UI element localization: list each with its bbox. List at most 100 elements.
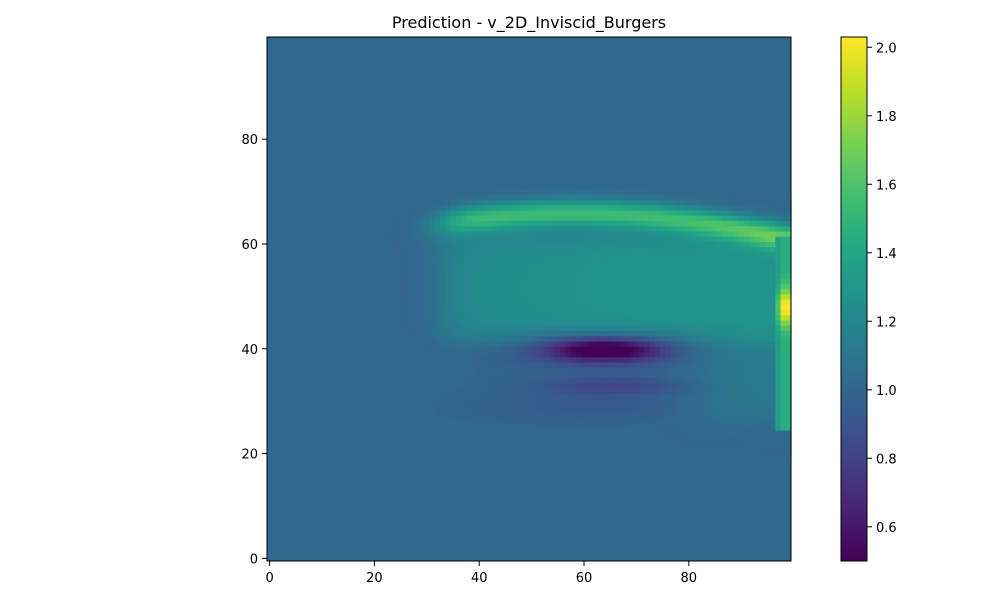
heatmap-cell bbox=[481, 272, 488, 279]
heatmap-cell bbox=[413, 241, 420, 248]
heatmap-cell bbox=[445, 204, 451, 211]
heatmap-cell bbox=[403, 288, 410, 295]
heatmap-cell bbox=[738, 372, 745, 379]
heatmap-cell bbox=[602, 293, 609, 300]
heatmap-cell bbox=[502, 262, 509, 269]
heatmap-cell bbox=[728, 403, 734, 410]
heatmap-cell bbox=[481, 409, 488, 415]
heatmap-cell bbox=[602, 424, 609, 431]
heatmap-cell bbox=[775, 267, 782, 274]
heatmap-cell bbox=[618, 283, 624, 290]
heatmap-cell bbox=[549, 220, 556, 227]
heatmap-cell bbox=[560, 340, 567, 347]
heatmap-cell bbox=[722, 403, 729, 410]
heatmap-cell bbox=[749, 372, 755, 379]
heatmap-cell bbox=[728, 398, 734, 405]
heatmap-cell bbox=[439, 257, 446, 263]
heatmap-cell bbox=[612, 183, 619, 190]
heatmap-cell bbox=[581, 246, 588, 253]
heatmap-cell bbox=[644, 351, 651, 358]
heatmap-cell bbox=[471, 361, 478, 368]
heatmap-cell bbox=[618, 340, 624, 347]
heatmap-cell bbox=[555, 409, 562, 415]
heatmap-cell bbox=[623, 188, 630, 195]
heatmap-cell bbox=[466, 377, 472, 384]
heatmap-cell bbox=[549, 257, 556, 263]
heatmap-cell bbox=[780, 372, 787, 379]
heatmap-cell bbox=[549, 251, 556, 258]
heatmap-cell bbox=[696, 361, 703, 368]
heatmap-cell bbox=[759, 398, 766, 405]
heatmap-cell bbox=[544, 199, 551, 206]
heatmap-cell bbox=[418, 262, 425, 269]
heatmap-cell bbox=[455, 204, 462, 211]
heatmap-cell bbox=[502, 236, 509, 242]
heatmap-cell bbox=[785, 204, 792, 211]
heatmap-cell bbox=[712, 361, 719, 368]
heatmap-cell bbox=[497, 304, 504, 311]
heatmap-cell bbox=[712, 204, 719, 211]
heatmap-cell bbox=[665, 367, 672, 373]
heatmap-cell bbox=[728, 283, 734, 290]
heatmap-cell bbox=[544, 388, 551, 394]
heatmap-cell bbox=[471, 398, 478, 405]
heatmap-cell bbox=[607, 215, 614, 221]
heatmap-cell bbox=[612, 309, 619, 316]
heatmap-cell bbox=[644, 230, 651, 237]
heatmap-cell bbox=[602, 251, 609, 258]
heatmap-cell bbox=[754, 372, 761, 379]
heatmap-cell bbox=[529, 225, 535, 232]
heatmap-cell bbox=[497, 230, 504, 237]
heatmap-cell bbox=[508, 251, 514, 258]
y-tick-label: 40 bbox=[241, 343, 258, 358]
heatmap-cell bbox=[712, 293, 719, 300]
heatmap-cell bbox=[466, 409, 472, 415]
heatmap-cell bbox=[544, 367, 551, 373]
heatmap-cell bbox=[701, 251, 708, 258]
heatmap-cell bbox=[660, 288, 666, 295]
heatmap-cell bbox=[429, 293, 436, 300]
heatmap-cell bbox=[497, 220, 504, 227]
heatmap-cell bbox=[445, 351, 451, 358]
heatmap-cell bbox=[633, 204, 640, 211]
heatmap-cell bbox=[544, 188, 551, 195]
heatmap-cell bbox=[555, 314, 562, 321]
heatmap-cell bbox=[680, 251, 687, 258]
heatmap-cell bbox=[696, 382, 703, 389]
heatmap-cell bbox=[701, 440, 708, 447]
heatmap-cell bbox=[639, 241, 645, 248]
heatmap-cell bbox=[660, 340, 666, 347]
heatmap-cell bbox=[529, 299, 535, 305]
heatmap-cell bbox=[439, 330, 446, 337]
heatmap-cell bbox=[738, 335, 745, 342]
heatmap-cell bbox=[628, 361, 635, 368]
heatmap-cell bbox=[712, 309, 719, 316]
heatmap-cell bbox=[555, 230, 562, 237]
heatmap-cell bbox=[618, 257, 624, 263]
heatmap-cell bbox=[675, 414, 682, 421]
heatmap-cell bbox=[785, 388, 792, 394]
heatmap-cell bbox=[607, 388, 614, 394]
heatmap-cell bbox=[560, 314, 567, 321]
heatmap-cell bbox=[466, 272, 472, 279]
heatmap-cell bbox=[534, 199, 541, 206]
heatmap-cell bbox=[618, 236, 624, 242]
heatmap-cell bbox=[597, 403, 603, 410]
heatmap-cell bbox=[492, 367, 499, 373]
heatmap-cell bbox=[675, 319, 682, 326]
heatmap-cell bbox=[398, 299, 404, 305]
heatmap-cell bbox=[455, 236, 462, 242]
heatmap-cell bbox=[628, 262, 635, 269]
heatmap-cell bbox=[775, 199, 782, 206]
heatmap-cell bbox=[570, 340, 577, 347]
heatmap-cell bbox=[413, 288, 420, 295]
heatmap-cell bbox=[686, 330, 693, 337]
heatmap-cell bbox=[691, 299, 698, 305]
heatmap-cell bbox=[445, 272, 451, 279]
heatmap-cell bbox=[565, 346, 572, 352]
heatmap-cell bbox=[743, 440, 750, 447]
heatmap-cell bbox=[722, 377, 729, 384]
heatmap-cell bbox=[670, 251, 677, 258]
heatmap-cell bbox=[639, 409, 645, 415]
heatmap-cell bbox=[529, 388, 535, 394]
